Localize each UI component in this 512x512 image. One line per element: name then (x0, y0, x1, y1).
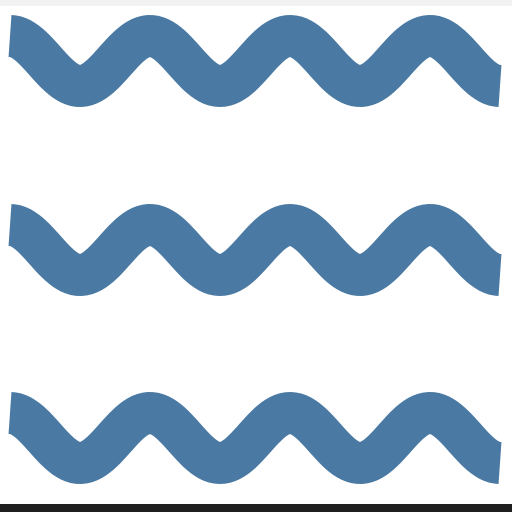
bottom-edge (0, 504, 512, 512)
top-edge (0, 0, 512, 6)
wave-line-bottom (8, 391, 502, 485)
wave-line-middle (8, 203, 502, 297)
wave-line-top (8, 14, 502, 108)
